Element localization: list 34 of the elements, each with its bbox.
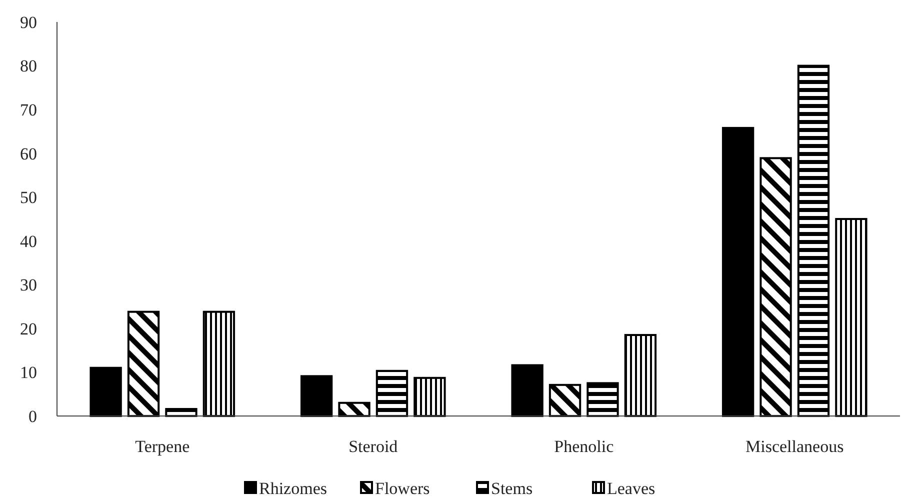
y-tick-label: 60 — [20, 144, 37, 164]
bar — [165, 408, 198, 417]
y-tick-label: 10 — [20, 363, 37, 382]
bar — [548, 384, 582, 417]
y-tick-label: 40 — [20, 232, 37, 251]
bar — [90, 366, 122, 417]
y-tick-label: 20 — [20, 319, 37, 338]
x-tick-label: Phenolic — [554, 437, 614, 456]
bar — [511, 364, 544, 417]
bar — [760, 157, 792, 417]
bar — [300, 375, 333, 417]
legend-label: Flowers — [375, 479, 430, 498]
y-tick-label: 70 — [20, 100, 37, 120]
bar — [586, 382, 619, 417]
legend-label: Stems — [491, 479, 533, 498]
y-tick-label: 50 — [20, 188, 37, 208]
bar — [414, 376, 446, 417]
y-tick-label: 0 — [28, 406, 37, 426]
bar — [835, 218, 868, 417]
x-tick-label: Steroid — [348, 437, 398, 456]
x-tick-label: Terpene — [135, 437, 190, 456]
bar — [202, 310, 236, 417]
y-tick-label: 90 — [20, 12, 37, 32]
legend-label: Rhizomes — [259, 479, 327, 498]
y-tick-label: 30 — [20, 276, 37, 295]
bar — [338, 402, 370, 417]
bar — [722, 126, 754, 417]
legend-label: Leaves — [607, 479, 656, 498]
y-tick-label: 80 — [20, 56, 37, 76]
bar — [376, 370, 408, 417]
bar — [797, 64, 830, 417]
bar — [127, 310, 160, 417]
bar — [624, 334, 657, 417]
x-tick-label: Miscellaneous — [746, 437, 844, 456]
